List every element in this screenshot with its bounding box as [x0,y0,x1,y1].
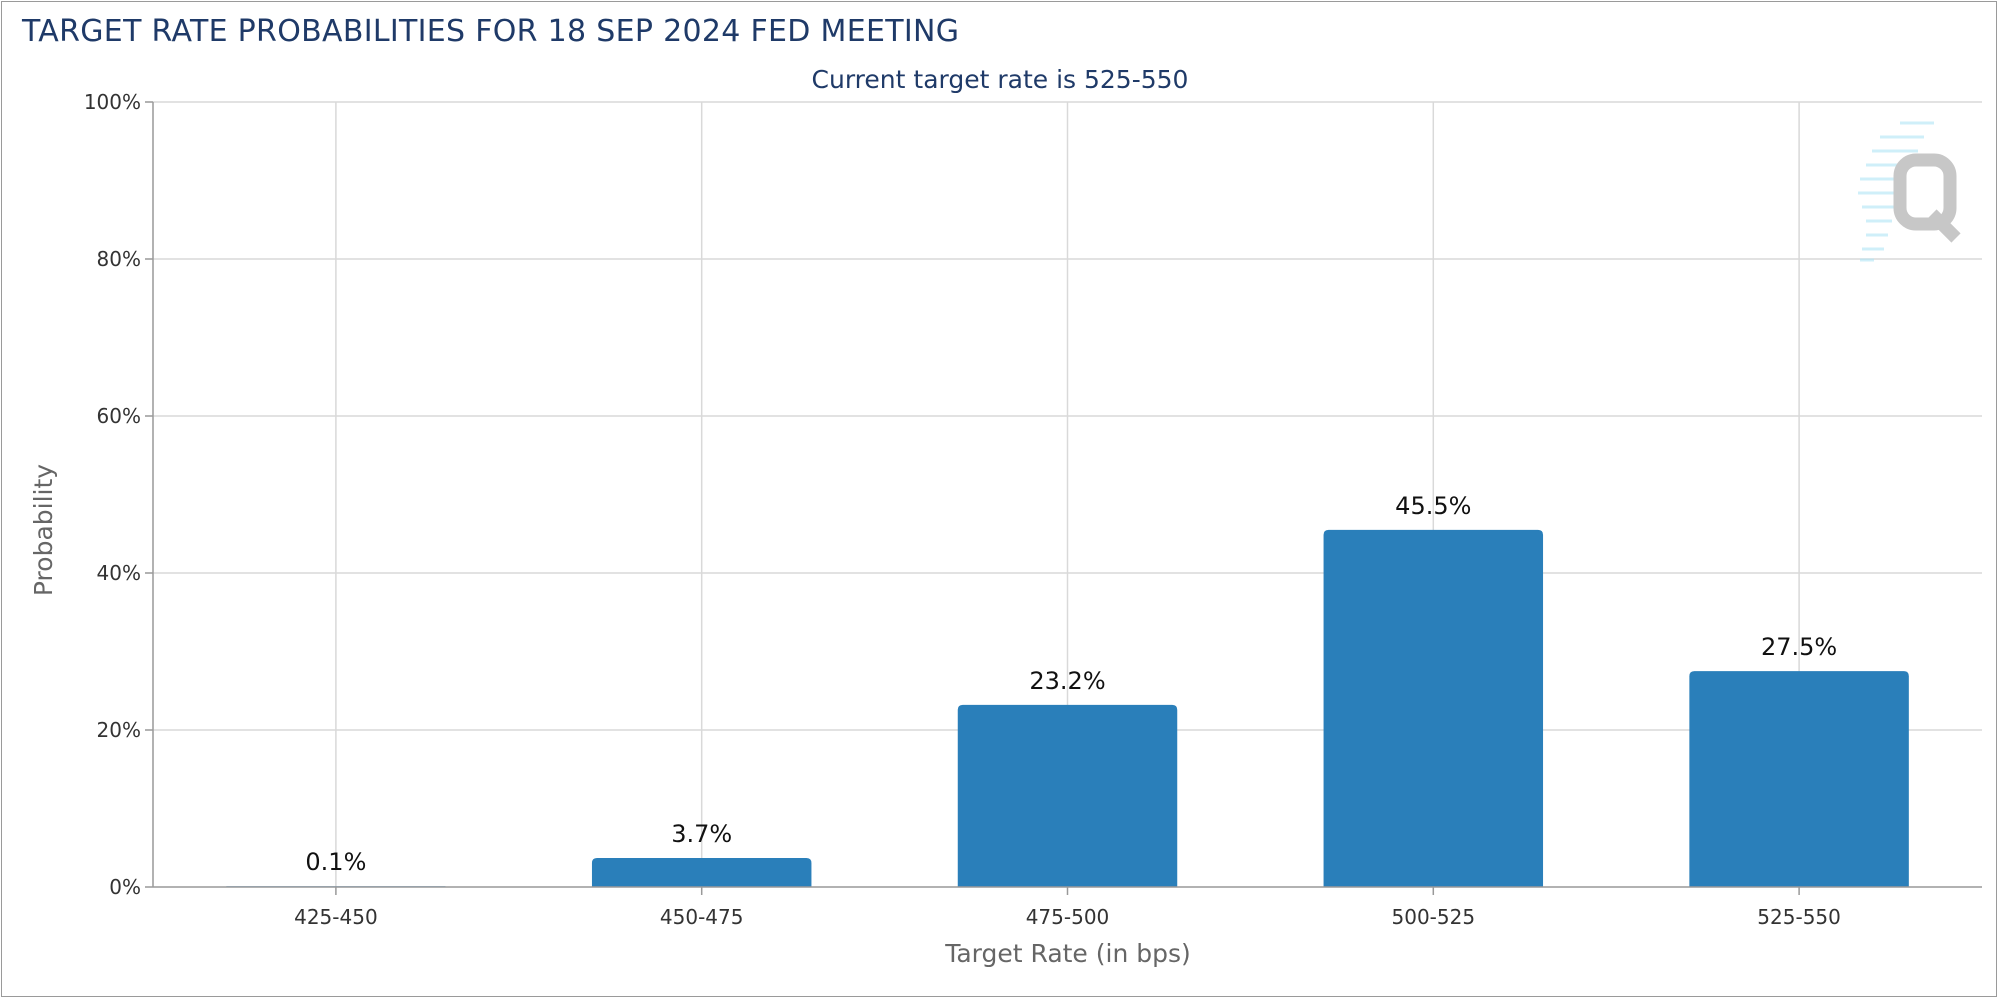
y-tick-label: 20% [97,718,141,742]
x-tick-label-500-525: 500-525 [1392,905,1476,929]
y-tick-label: 0% [109,875,141,899]
data-label-525-550: 27.5% [1761,633,1837,661]
y-tick-label: 40% [97,561,141,585]
data-label-475-500: 23.2% [1029,667,1105,695]
x-tick-label-525-550: 525-550 [1757,905,1841,929]
quikstrike-q-logo-icon [1858,121,1961,262]
bar-500-525 [1323,529,1544,887]
data-label-425-450: 0.1% [305,848,366,876]
data-label-450-475: 3.7% [671,820,732,848]
bar-450-475 [591,857,812,887]
y-tick-label: 60% [97,404,141,428]
bar-525-550 [1689,671,1909,887]
x-axis-label: Target Rate (in bps) [944,939,1191,968]
y-tick-label: 100% [84,90,141,114]
x-tick-label-475-500: 475-500 [1026,905,1110,929]
axes: 0% 20% 40% 60% 80% 100% 425-450 450-475 475-500 5… [84,90,1982,929]
grid-lines [153,101,1982,887]
data-labels: 0.1% 3.7% 23.2% 45.5% 27.5% [305,492,1837,876]
bar-475-500 [957,704,1178,887]
bars [226,529,1909,887]
chart-subtitle: Current target rate is 525-550 [812,65,1189,94]
y-axis-label: Probability [29,464,58,596]
x-tick-label-450-475: 450-475 [660,905,744,929]
y-tick-label: 80% [97,247,141,271]
chart-title: TARGET RATE PROBABILITIES FOR 18 SEP 202… [22,14,960,49]
x-tick-label-425-450: 425-450 [294,905,378,929]
data-label-500-525: 45.5% [1395,492,1471,520]
